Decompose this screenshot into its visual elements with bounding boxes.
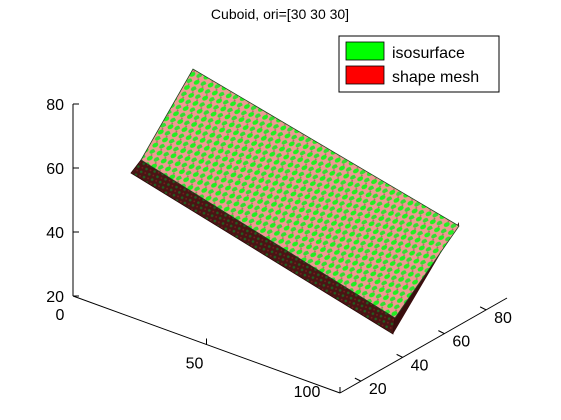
- legend: isosurface shape mesh: [338, 35, 500, 93]
- y-axis-tick-label: 20: [369, 381, 387, 398]
- z-axis-tick-label: 60: [46, 161, 64, 178]
- tick-marks: [72, 103, 487, 393]
- z-axis-tick-label: 20: [46, 289, 64, 306]
- legend-label-shape-mesh: shape mesh: [392, 69, 479, 86]
- y-axis-tick-mark: [354, 377, 362, 382]
- x-axis-tick-label: 0: [56, 307, 65, 324]
- x-axis-tick-label: 100: [294, 384, 321, 401]
- y-axis-tick-label: 60: [452, 334, 470, 351]
- y-axis-tick-mark: [479, 306, 487, 311]
- legend-swatch-isosurface: [345, 41, 385, 61]
- y-axis-tick-mark: [396, 353, 403, 358]
- y-axis-tick-mark: [438, 330, 445, 335]
- cuboid-top-face: [140, 68, 460, 319]
- y-axis-line: [339, 297, 508, 394]
- chart-title: Cuboid, ori=[30 30 30]: [211, 6, 349, 22]
- z-axis-tick-label: 80: [46, 97, 64, 114]
- x-axis-tick-label: 50: [186, 356, 204, 373]
- y-axis-tick-label: 80: [494, 310, 512, 327]
- tick-labels: 20 40 60 80 0 50 100 20 40 60 80: [46, 97, 512, 401]
- cuboid-shape: [130, 68, 460, 335]
- y-axis-tick-label: 40: [411, 357, 429, 374]
- legend-label-isosurface: isosurface: [392, 45, 465, 62]
- legend-swatch-shape-mesh: [345, 65, 385, 85]
- z-axis-tick-label: 40: [46, 225, 64, 242]
